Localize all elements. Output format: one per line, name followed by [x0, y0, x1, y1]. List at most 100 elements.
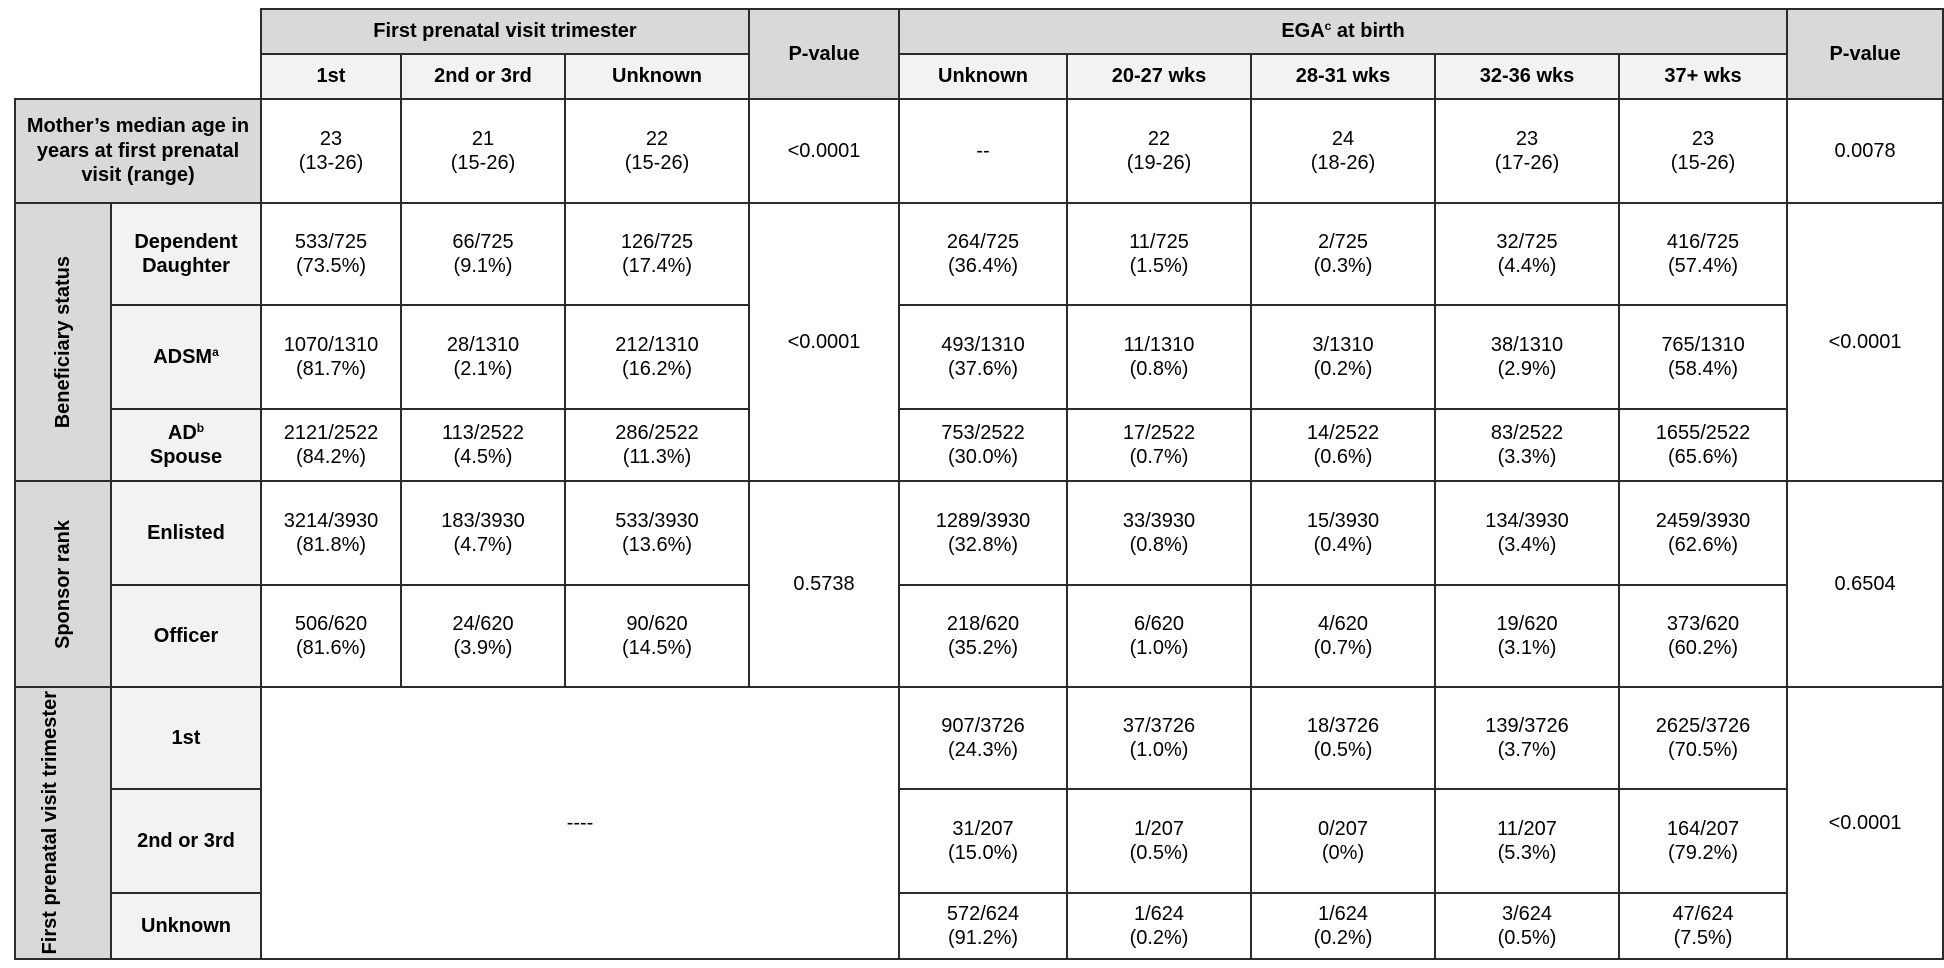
cell-value: 38/1310: [1490, 333, 1564, 356]
cell-value: 134/3930: [1485, 509, 1569, 532]
cell-value: 11/725: [1129, 230, 1189, 253]
cell-range: (15-26): [1670, 152, 1736, 174]
cell-range: (17-26): [1494, 152, 1560, 174]
cell-percent: (0.2%): [1313, 358, 1373, 380]
cell-value: 18/3726: [1306, 714, 1380, 737]
cell-percent: (0.5%): [1129, 842, 1189, 864]
table-cell: 2459/3930 (62.6%): [1618, 480, 1789, 586]
table-cell: 164/207 (79.2%): [1618, 788, 1789, 894]
data-table: First prenatal visit trimester P-value E…: [14, 8, 1944, 960]
cell-percent: (0.3%): [1313, 255, 1373, 277]
table-cell: 218/620 (35.2%): [898, 584, 1069, 688]
cell-value: 3/1310: [1312, 333, 1374, 356]
table-cell: 416/725 (57.4%): [1618, 202, 1789, 306]
cell-value: 1/624: [1133, 902, 1185, 925]
table-cell: 113/2522 (4.5%): [400, 408, 566, 482]
cell-percent: (30.0%): [948, 446, 1019, 468]
cell-value: 11/1310: [1123, 333, 1195, 356]
table-row: ADb Spouse 2121/2522 (84.2%) 113/2522 (4.5%…: [15, 408, 1943, 482]
cell-value: 1289/3930: [935, 509, 1031, 532]
cell-percent: (37.6%): [948, 358, 1019, 380]
row-label-2nd-or-3rd: 2nd or 3rd: [110, 788, 262, 894]
cell-percent: (24.3%): [948, 739, 1019, 761]
table-cell: 18/3726 (0.5%): [1250, 686, 1437, 790]
cell-percent: (11.3%): [622, 446, 692, 468]
cell-percent: (79.2%): [1668, 842, 1739, 864]
table-cell: 22 (15-26): [563, 98, 751, 204]
cell-percent: (81.8%): [295, 534, 367, 556]
cell-value: 23: [1515, 127, 1539, 150]
row-label-text: Unknown: [141, 914, 231, 937]
cell-value: 90/620: [626, 612, 688, 635]
table-cell: 572/624 (91.2%): [898, 892, 1069, 960]
cell-value: 533/725: [294, 230, 368, 253]
table-cell: 11/725 (1.5%): [1066, 202, 1253, 306]
table-cell: 14/2522 (0.6%): [1250, 408, 1437, 482]
table-cell: 47/624 (7.5%): [1618, 892, 1789, 960]
age-row: Mother’s median age in years at first pr…: [14, 98, 1944, 204]
table-cell: 19/620 (3.1%): [1434, 584, 1621, 688]
group-label-sponsor-rank: Sponsor rank: [14, 480, 112, 688]
footnote-a: a: [212, 344, 219, 359]
cell-value: 1/207: [1133, 817, 1185, 840]
col-header-37-plus-wks: 37+ wks: [1618, 53, 1789, 100]
cell-value: 907/3726: [941, 714, 1025, 737]
cell-percent: (17.4%): [621, 255, 693, 277]
cell-value: 0/207: [1317, 817, 1369, 840]
row-label-text: ADSM: [153, 345, 213, 368]
cell-value: 416/725: [1666, 230, 1740, 253]
cell-value: 47/624: [1672, 902, 1734, 925]
col-header-28-31-wks: 28-31 wks: [1250, 53, 1437, 100]
cell-percent: (81.7%): [295, 358, 367, 380]
table-cell: 3214/3930 (81.8%): [260, 480, 402, 586]
cell-value: 83/2522: [1490, 421, 1564, 444]
pvalue-cell: 0.6504: [1786, 480, 1944, 688]
cell-percent: (1.0%): [1129, 637, 1189, 659]
table-cell: 533/725 (73.5%): [260, 202, 402, 306]
table-cell: 1/207 (0.5%): [1066, 788, 1253, 894]
cell-value: 17/2522: [1122, 421, 1196, 444]
cell-value: 33/3930: [1122, 509, 1196, 532]
corner-blank: [15, 9, 261, 54]
cell-value: 15/3930: [1306, 509, 1380, 532]
table-cell: 17/2522 (0.7%): [1066, 408, 1253, 482]
cell-percent: (65.6%): [1668, 446, 1739, 468]
header-row-1: First prenatal visit trimester P-value E…: [15, 8, 1944, 100]
cell-value: 753/2522: [941, 421, 1025, 444]
cell-value: 22: [1147, 127, 1171, 150]
table-cell: 24/620 (3.9%): [400, 584, 566, 688]
table-cell: 753/2522 (30.0%): [898, 408, 1069, 482]
row-label-text: Enlisted: [147, 521, 225, 544]
row-label-1st: 1st: [110, 686, 262, 790]
table-cell: 33/3930 (0.8%): [1066, 480, 1253, 586]
table-cell: 22 (19-26): [1066, 98, 1253, 204]
cell-percent: (91.2%): [948, 927, 1019, 949]
table-row: ADSMa 1070/1310 (81.7%) 28/1310 (2.1%) 212…: [15, 304, 1943, 410]
table-cell: 533/3930 (13.6%): [563, 480, 751, 586]
table-row: Sponsor rank Enlisted 3214/3930 (81.8%) 1…: [14, 480, 1944, 688]
cell-value: 212/1310: [615, 333, 699, 356]
group-label-text: First prenatal visit trimester: [39, 691, 61, 955]
cell-percent: (0.2%): [1129, 927, 1189, 949]
table-cell: 264/725 (36.4%): [898, 202, 1069, 306]
table-cell: 28/1310 (2.1%): [400, 304, 566, 410]
cell-percent: (84.2%): [295, 446, 367, 468]
cell-value: 139/3726: [1485, 714, 1569, 737]
table-cell: 907/3726 (24.3%): [898, 686, 1069, 790]
cell-value: 4/620: [1317, 612, 1369, 635]
pvalue-cell: 0.5738: [748, 480, 901, 688]
cell-value: 264/725: [946, 230, 1020, 253]
cell-value: 113/2522: [442, 421, 524, 444]
cell-value: 1/624: [1317, 902, 1369, 925]
row-label-text-2: Spouse: [149, 446, 223, 468]
table-cell: 11/1310 (0.8%): [1066, 304, 1253, 410]
cell-percent: (70.5%): [1668, 739, 1739, 761]
table-cell: 38/1310 (2.9%): [1434, 304, 1621, 410]
table-row: First prenatal visit trimester 1st ---- …: [14, 686, 1944, 960]
table-cell: 32/725 (4.4%): [1434, 202, 1621, 306]
header-row-2: 1st 2nd or 3rd Unknown Unknown 20-27 wks…: [15, 53, 1943, 100]
pvalue-cell: 0.0078: [1786, 98, 1944, 204]
cell-value: 24/620: [452, 612, 514, 635]
cell-range: (15-26): [450, 152, 516, 174]
table-cell: 4/620 (0.7%): [1250, 584, 1437, 688]
